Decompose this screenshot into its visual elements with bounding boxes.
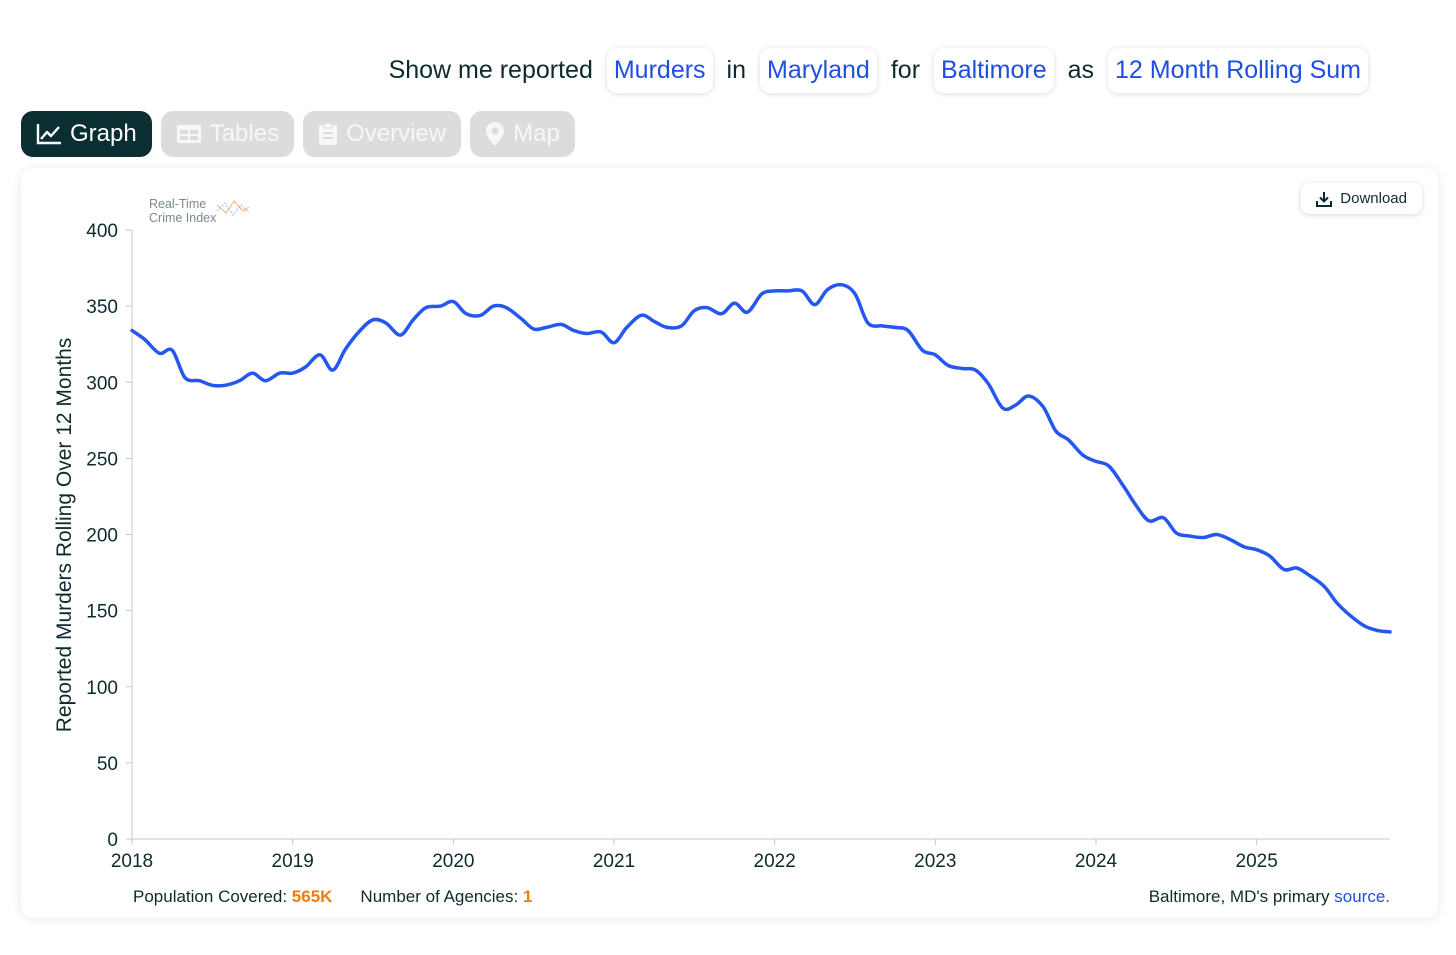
- population-label: Population Covered:: [133, 887, 288, 906]
- map-pin-icon: [486, 122, 505, 146]
- y-tick-label: 300: [86, 373, 118, 394]
- chart-axes: [131, 230, 1390, 840]
- tab-map-label: Map: [513, 120, 560, 147]
- y-axis-ticks: 0 50 100 150 200 250 300 350 400: [86, 221, 132, 851]
- query-for-word: for: [890, 56, 921, 84]
- tab-overview-label: Overview: [346, 120, 447, 147]
- tab-graph[interactable]: Graph: [21, 111, 152, 157]
- y-axis-label: Reported Murders Rolling Over 12 Months: [53, 338, 76, 733]
- tab-map[interactable]: Map: [470, 111, 575, 157]
- query-in-word: in: [726, 56, 747, 84]
- number-of-agencies: Number of Agencies: 1: [360, 887, 532, 907]
- measure-selector[interactable]: 12 Month Rolling Sum: [1108, 48, 1368, 93]
- y-tick-label: 50: [97, 754, 118, 775]
- tab-graph-label: Graph: [70, 120, 137, 147]
- x-tick-label: 2019: [272, 851, 314, 872]
- population-value: 565K: [291, 887, 333, 906]
- download-icon: [1316, 191, 1333, 207]
- y-tick-label: 100: [86, 678, 118, 699]
- y-tick-label: 250: [86, 449, 118, 470]
- x-tick-label: 2022: [754, 851, 796, 872]
- y-tick-label: 350: [86, 297, 118, 318]
- line-chart: 0 50 100 150 200 250 300 350 400 2018 2019 2020 202…: [53, 221, 1392, 872]
- table-icon: [176, 125, 201, 143]
- logo-mark-icon: [217, 200, 250, 216]
- logo-line-2: Crime Index: [149, 211, 217, 225]
- rtci-logo: Real-Time Crime Index: [149, 197, 250, 225]
- x-tick-label: 2018: [111, 851, 153, 872]
- logo-line-1: Real-Time: [149, 197, 207, 211]
- clipboard-icon: [319, 122, 338, 145]
- population-covered: Population Covered: 565K: [133, 887, 332, 907]
- query-as-word: as: [1067, 56, 1095, 84]
- source-link[interactable]: source.: [1334, 887, 1390, 906]
- download-label: Download: [1340, 190, 1407, 207]
- y-tick-label: 150: [86, 602, 118, 623]
- state-selector[interactable]: Maryland: [760, 48, 877, 93]
- x-tick-label: 2021: [593, 851, 635, 872]
- series-line-murders: [130, 282, 1392, 634]
- tab-overview[interactable]: Overview: [303, 111, 462, 157]
- agency-selector[interactable]: Baltimore: [934, 48, 1054, 93]
- source-note: Baltimore, MD's primary source.: [1149, 887, 1390, 907]
- y-tick-label: 400: [86, 221, 118, 242]
- y-tick-label: 0: [107, 830, 118, 851]
- agencies-value: 1: [522, 887, 533, 906]
- query-prefix: Show me reported: [388, 56, 593, 84]
- agencies-label: Number of Agencies:: [360, 887, 519, 906]
- line-chart-icon: [36, 124, 61, 145]
- chart-footer-stats: Population Covered: 565K Number of Agenc…: [133, 887, 532, 907]
- tab-tables[interactable]: Tables: [160, 111, 295, 157]
- tab-tables-label: Tables: [209, 120, 280, 147]
- x-tick-label: 2025: [1236, 851, 1278, 872]
- x-axis-ticks: 2018 2019 2020 2021 2022 2023 2024 2025: [111, 839, 1278, 872]
- x-tick-label: 2023: [914, 851, 956, 872]
- source-prefix: Baltimore, MD's primary: [1148, 887, 1330, 906]
- chart-card: Download Real-Time Crime Index 0 50 100 150…: [21, 168, 1438, 918]
- download-button[interactable]: Download: [1301, 183, 1422, 214]
- query-sentence: Show me reported Murders in Maryland for…: [387, 48, 1368, 93]
- x-tick-label: 2024: [1075, 851, 1118, 872]
- x-tick-label: 2020: [432, 851, 474, 872]
- y-tick-label: 200: [86, 526, 118, 547]
- crime-selector[interactable]: Murders: [606, 48, 713, 93]
- view-tabs: Graph Tables Overview Map: [21, 111, 575, 157]
